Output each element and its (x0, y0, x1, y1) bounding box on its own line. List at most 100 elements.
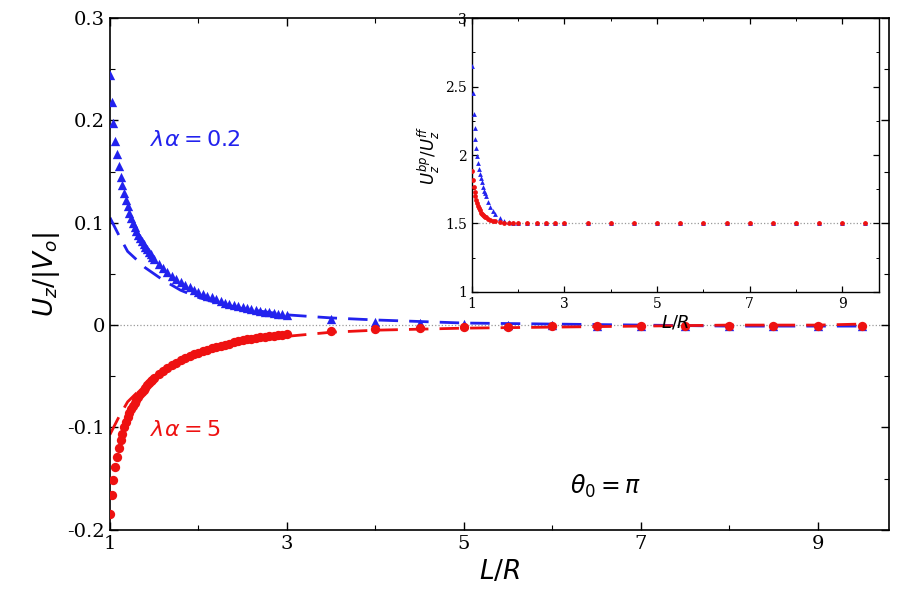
Point (496, 216, 511, 226)
Point (742, 219, 757, 228)
Point (673, 219, 688, 228)
Point (124, 404, 138, 414)
Point (187, 349, 202, 359)
Point (169, 358, 183, 368)
Point (245, 304, 259, 314)
Point (472, 164, 486, 173)
Point (456, 319, 471, 329)
Point (116, 188, 131, 198)
Point (487, 217, 502, 226)
Point (456, 322, 471, 332)
Point (267, 332, 281, 341)
Point (589, 321, 604, 331)
Point (147, 373, 161, 383)
Point (464, 61, 479, 71)
Point (271, 330, 286, 340)
Point (604, 219, 618, 228)
Point (222, 339, 236, 349)
Point (124, 213, 138, 223)
Point (231, 301, 245, 311)
Point (125, 401, 140, 411)
Point (634, 321, 649, 331)
Text: $\theta_0 = \pi$: $\theta_0 = \pi$ (570, 473, 641, 500)
Point (106, 119, 121, 128)
Point (140, 380, 155, 390)
Point (127, 222, 142, 232)
Point (173, 278, 188, 287)
Point (151, 370, 166, 379)
Point (200, 345, 214, 355)
Point (719, 219, 734, 228)
Point (231, 337, 245, 346)
Point (262, 307, 277, 317)
Point (122, 208, 136, 217)
Point (474, 208, 488, 217)
Point (545, 320, 560, 330)
Point (222, 299, 236, 308)
Point (465, 88, 480, 98)
Point (143, 250, 158, 259)
Point (678, 321, 692, 331)
Point (469, 143, 484, 153)
Y-axis label: $U_z/|V_o|$: $U_z/|V_o|$ (31, 231, 62, 317)
Point (766, 219, 780, 228)
Point (114, 435, 128, 444)
Point (129, 226, 144, 236)
Point (483, 216, 497, 225)
Point (501, 219, 516, 228)
Point (104, 97, 119, 107)
Point (191, 348, 206, 358)
Point (182, 282, 197, 292)
Point (492, 213, 507, 223)
Point (218, 340, 233, 349)
Point (471, 201, 485, 211)
Point (485, 216, 500, 226)
Point (539, 219, 553, 228)
Point (580, 219, 594, 228)
Point (811, 321, 825, 331)
Point (678, 321, 692, 331)
Point (470, 198, 485, 208)
Point (766, 219, 780, 228)
Point (169, 275, 183, 284)
Point (476, 186, 491, 196)
Point (469, 196, 484, 205)
Point (649, 219, 664, 228)
Point (195, 290, 210, 299)
Point (722, 321, 736, 331)
Point (511, 219, 526, 228)
Point (218, 298, 233, 308)
Point (135, 387, 149, 397)
Point (138, 383, 153, 393)
Point (481, 197, 496, 206)
Point (812, 219, 826, 228)
Point (501, 320, 516, 330)
Point (103, 509, 117, 519)
Point (271, 309, 286, 318)
Point (467, 187, 482, 197)
Point (248, 334, 263, 343)
Point (115, 429, 130, 438)
Point (812, 219, 826, 228)
Point (539, 219, 553, 228)
Point (156, 366, 170, 376)
Point (187, 285, 202, 295)
Point (235, 336, 250, 346)
Point (116, 423, 131, 432)
Point (120, 202, 135, 211)
Point (257, 332, 272, 342)
Point (248, 305, 263, 315)
Point (548, 219, 562, 228)
Point (471, 158, 485, 168)
Point (145, 252, 159, 261)
Point (209, 295, 224, 305)
Point (789, 219, 803, 228)
Point (466, 109, 481, 119)
Point (475, 211, 490, 220)
Point (529, 219, 544, 228)
Point (766, 321, 780, 331)
Point (141, 247, 156, 257)
Point (557, 219, 572, 228)
Point (548, 219, 562, 228)
Point (182, 351, 197, 361)
